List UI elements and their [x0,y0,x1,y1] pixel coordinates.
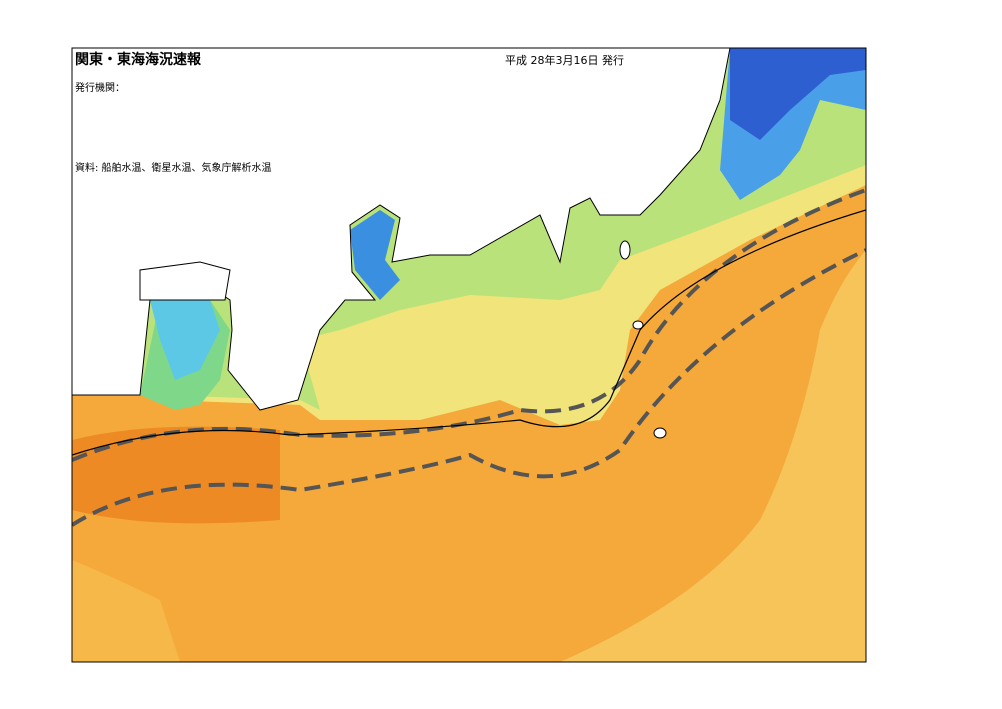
sea-temperature [72,48,866,662]
sea-19 [560,250,866,662]
oshima [619,240,631,260]
sea-ise [350,210,400,300]
land [72,48,731,411]
kuroshio-south [72,248,866,527]
sea-cold-core [730,48,866,140]
frame [71,47,867,663]
header: 関東・東海海況速報 平成 28年3月16日 発行 発行機関： 資料: 船舶水温、… [75,51,624,174]
date: 平成 28年3月16日 発行 [505,53,624,67]
kuroshio-north [72,188,866,462]
contour-20 [72,209,866,456]
source: 資料: 船舶水温、衛星水温、気象庁解析水温 [75,161,272,174]
hachijo [653,427,667,439]
miyake [632,320,644,330]
title: 関東・東海海況速報 [75,51,202,68]
issuer-label: 発行機関： [75,81,125,94]
sea-13 [150,300,220,380]
awaji [139,261,231,301]
sea-19w [72,560,180,662]
